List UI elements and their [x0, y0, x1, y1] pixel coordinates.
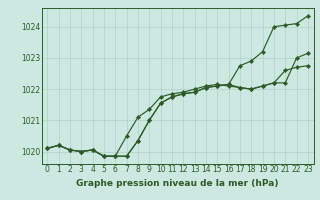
X-axis label: Graphe pression niveau de la mer (hPa): Graphe pression niveau de la mer (hPa)	[76, 179, 279, 188]
